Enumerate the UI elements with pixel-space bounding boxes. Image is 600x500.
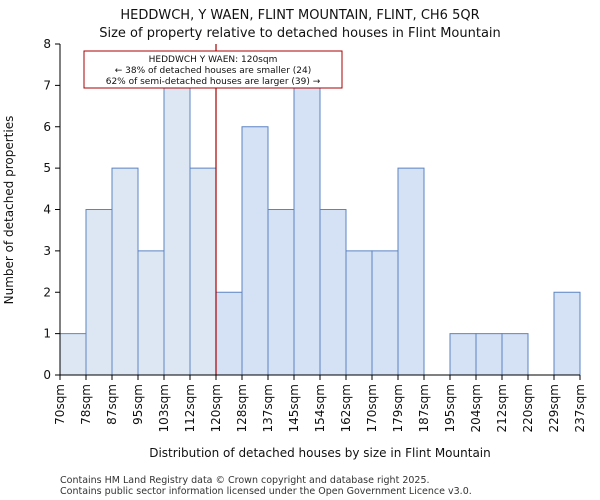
bar-78sqm	[85, 209, 113, 376]
x-tick-label-212sqm: 212sqm	[495, 384, 509, 432]
x-tick-label-137sqm: 137sqm	[261, 384, 275, 432]
bar-229sqm	[553, 291, 581, 376]
x-tick-label-112sqm: 112sqm	[183, 384, 197, 432]
bar-95sqm	[137, 250, 165, 376]
x-tick-label-162sqm: 162sqm	[339, 384, 353, 432]
annotation-line-2: ← 38% of detached houses are smaller (24…	[115, 66, 312, 76]
y-tick-label-0: 0	[43, 368, 51, 382]
y-tick-label-4: 4	[43, 203, 51, 217]
footer-line-1: Contains HM Land Registry data © Crown c…	[60, 475, 430, 486]
x-tick-label-229sqm: 229sqm	[547, 384, 561, 432]
y-tick-label-2: 2	[43, 285, 51, 299]
y-tick-label-1: 1	[43, 327, 51, 341]
bar-154sqm	[319, 209, 347, 376]
bar-162sqm	[345, 250, 373, 376]
x-tick-label-78sqm: 78sqm	[79, 384, 93, 425]
chart-title: HEDDWCH, Y WAEN, FLINT MOUNTAIN, FLINT, …	[120, 8, 479, 23]
bar-145sqm	[293, 84, 321, 376]
bar-204sqm	[475, 333, 503, 376]
y-axis-ticks: 0 1 2 3 4 5 6 7 8	[43, 37, 60, 382]
annotation-box: HEDDWCH Y WAEN: 120sqm ← 38% of detached…	[83, 50, 343, 89]
annotation-line-1: HEDDWCH Y WAEN: 120sqm	[149, 55, 278, 65]
bar-179sqm	[397, 167, 425, 376]
x-tick-label-237sqm: 237sqm	[573, 384, 587, 432]
bar-195sqm	[449, 333, 477, 376]
bar-112sqm	[189, 167, 217, 376]
x-tick-label-120sqm: 120sqm	[209, 384, 223, 432]
x-tick-label-128sqm: 128sqm	[235, 384, 249, 432]
bar-87sqm	[111, 167, 139, 376]
bar-170sqm	[371, 250, 399, 376]
x-tick-label-170sqm: 170sqm	[365, 384, 379, 432]
x-tick-label-154sqm: 154sqm	[313, 384, 327, 432]
y-tick-label-5: 5	[43, 161, 51, 175]
bar-128sqm	[241, 126, 269, 376]
x-tick-label-204sqm: 204sqm	[469, 384, 483, 432]
x-tick-label-103sqm: 103sqm	[157, 384, 171, 432]
bar-103sqm	[163, 84, 191, 376]
annotation-line-3: 62% of semi-detached houses are larger (…	[106, 77, 321, 87]
chart-subtitle: Size of property relative to detached ho…	[99, 26, 501, 41]
y-tick-label-3: 3	[43, 244, 51, 258]
bars-group	[59, 84, 581, 376]
x-tick-label-179sqm: 179sqm	[391, 384, 405, 432]
x-tick-label-220sqm: 220sqm	[521, 384, 535, 432]
y-axis-label: Number of detached properties	[2, 116, 16, 305]
x-tick-label-95sqm: 95sqm	[131, 384, 145, 425]
y-tick-label-8: 8	[43, 37, 51, 51]
x-tick-label-187sqm: 187sqm	[417, 384, 431, 432]
x-tick-label-70sqm: 70sqm	[53, 384, 67, 425]
x-tick-label-145sqm: 145sqm	[287, 384, 301, 432]
x-tick-label-195sqm: 195sqm	[443, 384, 457, 432]
y-tick-label-7: 7	[43, 78, 51, 92]
bar-137sqm	[267, 209, 295, 376]
y-tick-label-6: 6	[43, 120, 51, 134]
bar-120sqm	[215, 291, 243, 376]
x-tick-label-87sqm: 87sqm	[105, 384, 119, 425]
x-axis-ticks: 70sqm 78sqm 87sqm 95sqm 103sqm 112sqm 120sqm 12…	[53, 375, 587, 432]
bar-212sqm	[501, 333, 529, 376]
footer-line-2: Contains public sector information licen…	[60, 486, 472, 497]
bar-70sqm	[59, 333, 87, 376]
annotation-frame	[83, 50, 343, 89]
x-axis-label: Distribution of detached houses by size …	[149, 446, 491, 460]
